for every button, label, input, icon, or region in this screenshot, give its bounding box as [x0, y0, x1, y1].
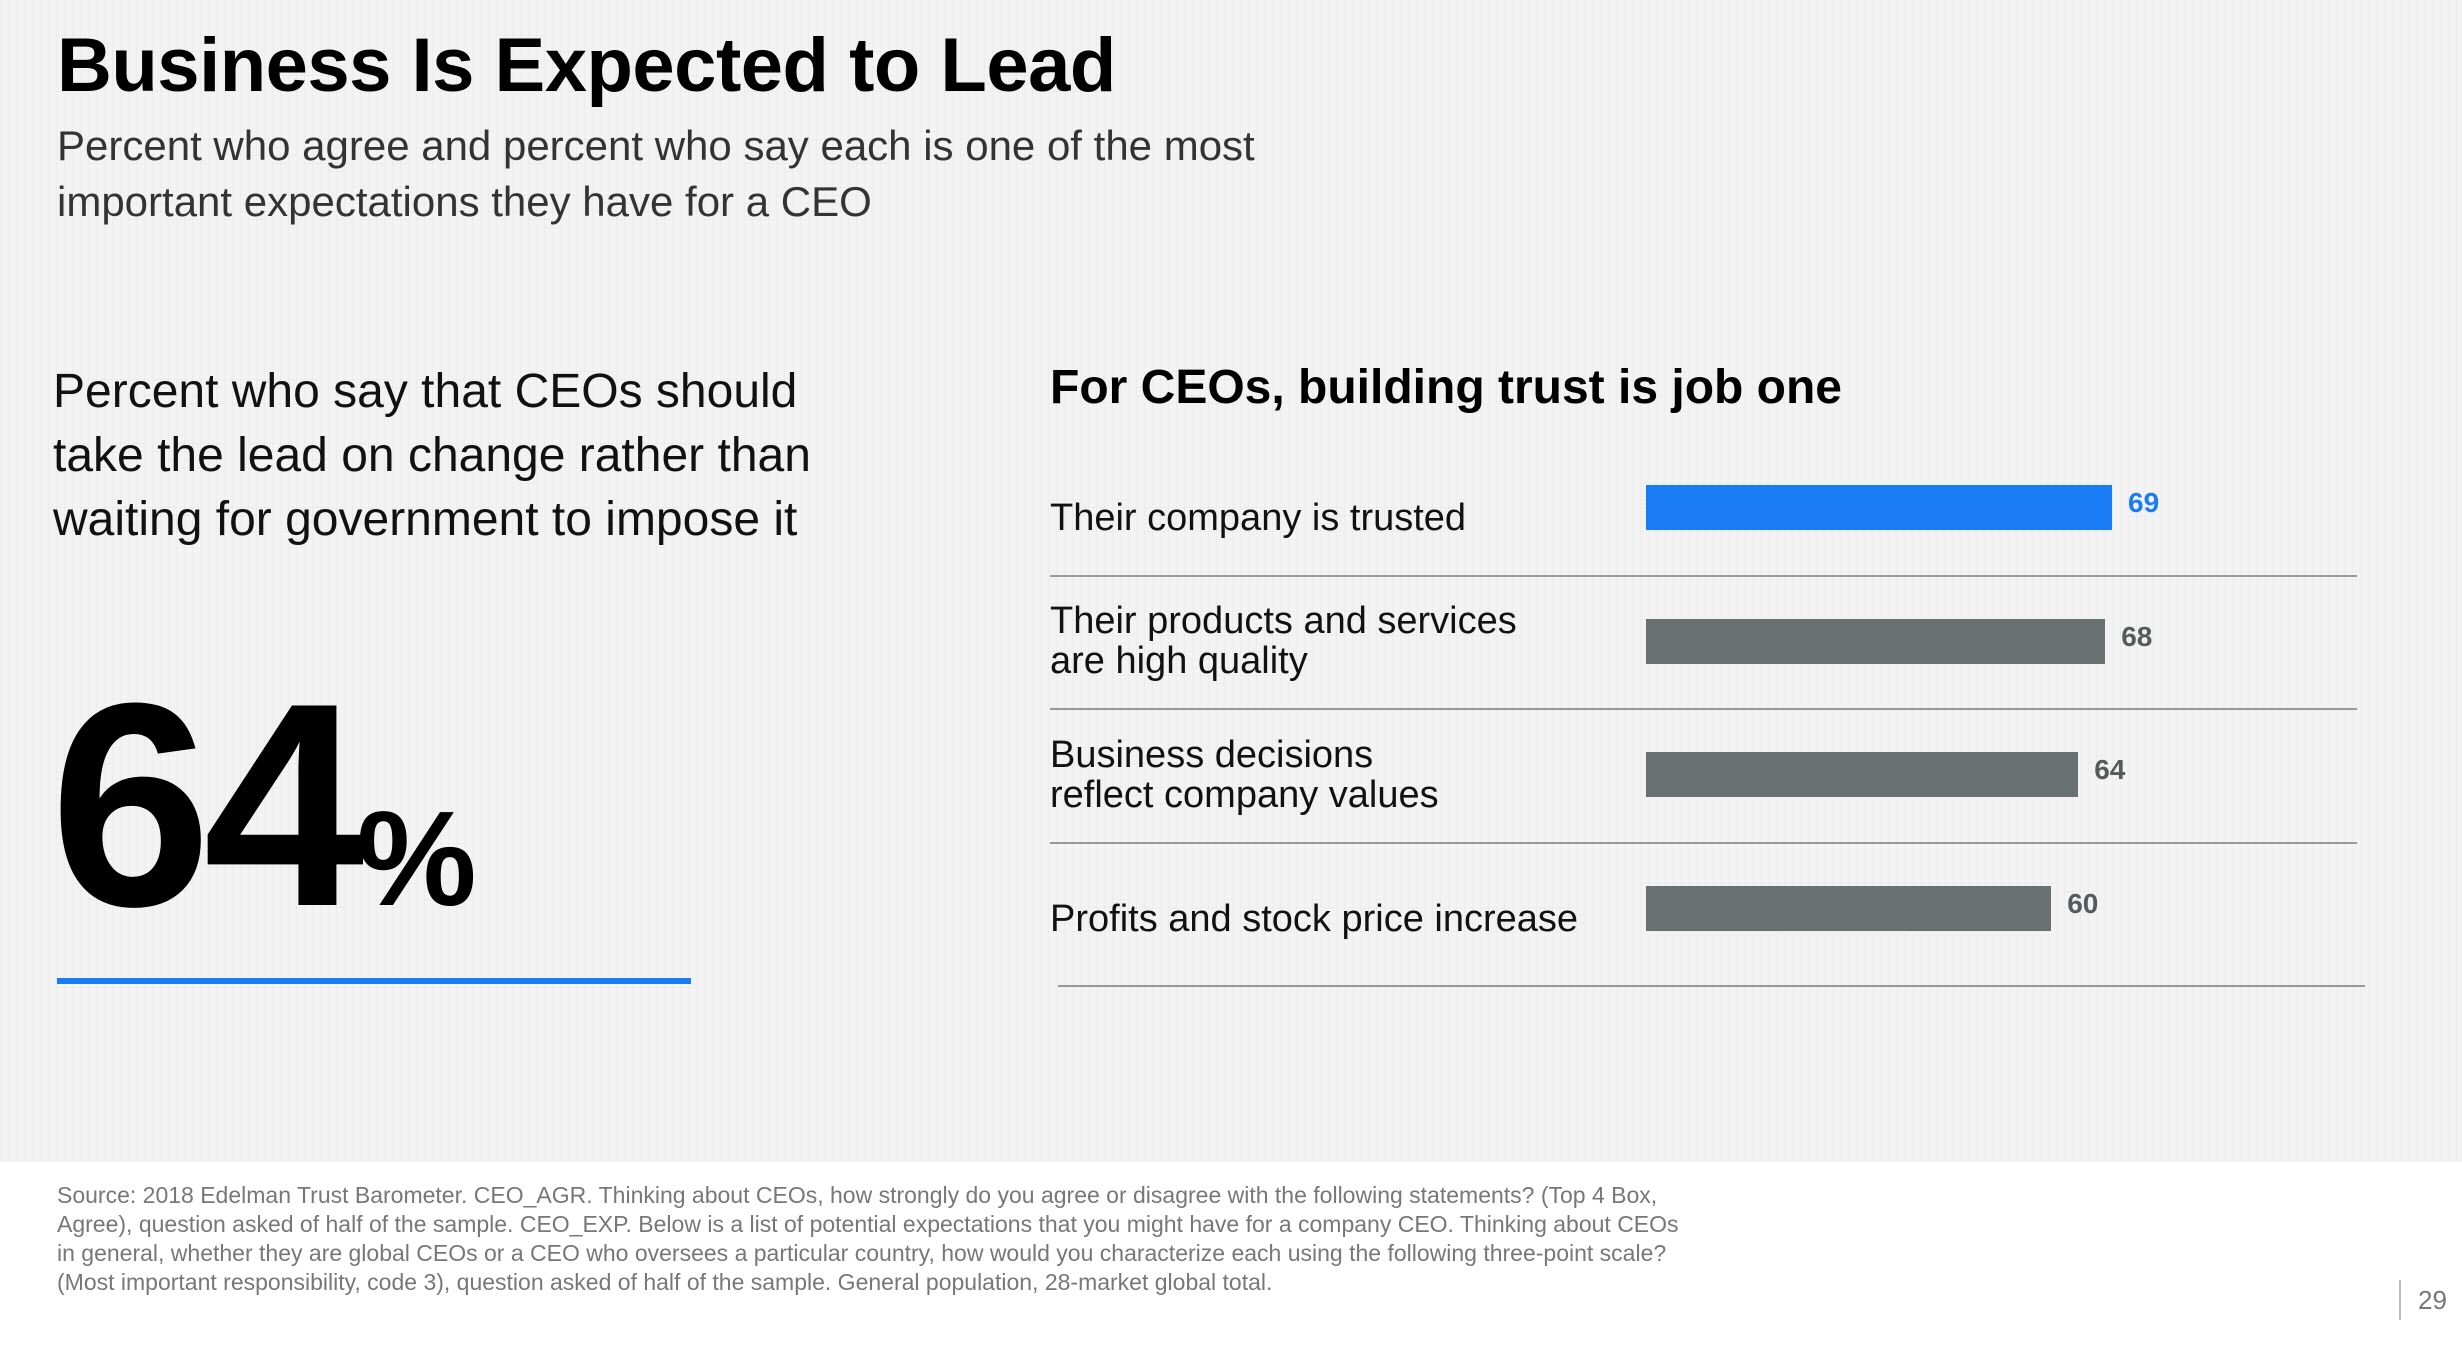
page-subtitle: Percent who agree and percent who say ea…	[57, 122, 1255, 225]
big-stat-unit: %	[356, 783, 477, 934]
page-title: Business Is Expected to Lead	[57, 23, 1116, 108]
category-label: Their products and services are high qual…	[1050, 601, 1517, 681]
data-label: 68	[2121, 620, 2153, 652]
category-label-line: Their company is trusted	[1050, 496, 1467, 539]
category-label: Profits and stock price increase	[1050, 899, 1578, 939]
bar	[1646, 886, 2052, 932]
source-note: Source: 2018 Edelman Trust Barometer. CE…	[57, 1182, 1679, 1295]
category-label-line: Business decisions	[1050, 733, 1374, 776]
chart-title: For CEOs, building trust is job one	[1050, 361, 1842, 414]
row-separator	[1050, 575, 2357, 577]
stat-description: Percent who say that CEOs should take th…	[53, 365, 811, 546]
row-separator	[1058, 985, 2365, 987]
data-label: 60	[2067, 888, 2099, 920]
data-label: 64	[2094, 754, 2126, 786]
category-label-line: reflect company values	[1050, 773, 1439, 816]
page-divider	[2399, 1280, 2401, 1320]
category-label-line: are high quality	[1050, 640, 1308, 683]
big-stat-value: 64	[50, 643, 365, 967]
accent-rule	[57, 978, 691, 984]
footer	[0, 1162, 2462, 1348]
bar	[1646, 752, 2079, 798]
page-number: 29	[2418, 1285, 2447, 1315]
bar	[1646, 618, 2106, 664]
data-label: 69	[2128, 487, 2160, 518]
category-label: Business decisions reflect company values	[1050, 735, 1439, 815]
row-separator	[1050, 708, 2357, 710]
big-stat: 64%	[50, 660, 477, 950]
category-label: Their company is trusted	[1050, 498, 1466, 538]
category-label-line: Their products and services	[1050, 600, 1517, 643]
bar	[1646, 485, 2112, 530]
category-label-line: Profits and stock price increase	[1050, 897, 1579, 940]
row-separator	[1050, 842, 2357, 844]
